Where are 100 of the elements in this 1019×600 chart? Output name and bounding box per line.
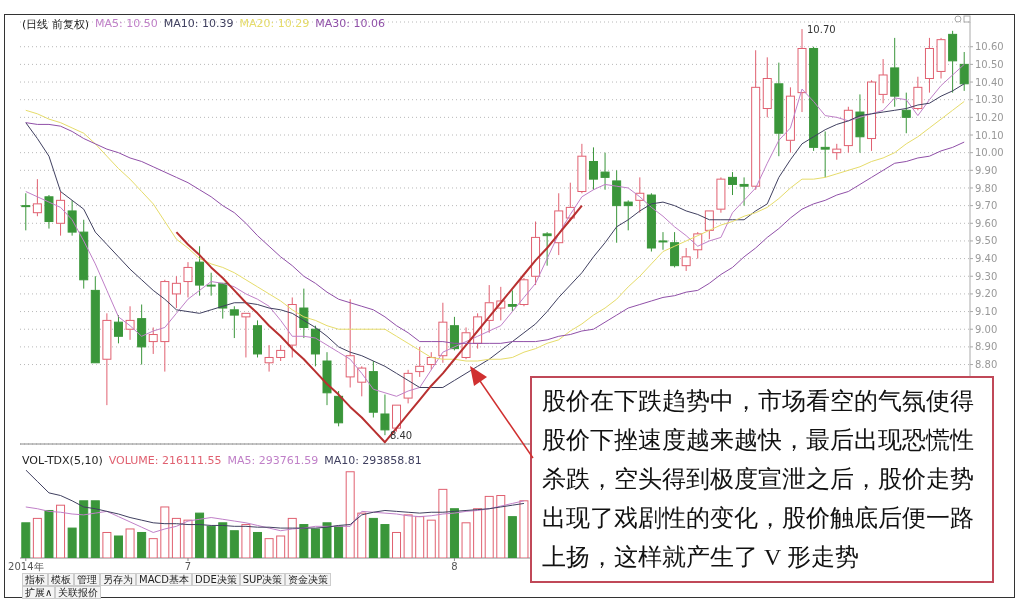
- bar: [368, 517, 378, 558]
- y-tick-label: 10.30: [975, 94, 1004, 106]
- candlestick: [913, 76, 923, 111]
- bar: [44, 509, 54, 558]
- bar: [449, 508, 459, 558]
- bar: [484, 495, 494, 558]
- candlestick: [542, 231, 552, 267]
- bar: [287, 517, 297, 558]
- bar: [415, 516, 425, 558]
- text: MA10: 10.39: [163, 17, 234, 32]
- bar: [299, 524, 309, 558]
- y-tick-label: 9.60: [975, 217, 998, 229]
- bar: [426, 519, 436, 558]
- candlestick: [728, 171, 737, 196]
- x-tick-label: 8: [451, 561, 458, 573]
- bar: [206, 525, 216, 558]
- bar: [148, 538, 158, 558]
- bar: [32, 517, 42, 558]
- candlestick: [79, 219, 89, 290]
- bar: [67, 527, 77, 558]
- text: MA10: 293858.81: [324, 454, 422, 467]
- y-tick-label: 8.80: [975, 359, 998, 371]
- candlestick: [438, 302, 448, 364]
- x-tick-label: 7: [184, 561, 192, 573]
- y-tick-label: 9.00: [975, 323, 998, 335]
- bar: [253, 531, 262, 558]
- candlestick: [600, 152, 610, 191]
- bar: [125, 528, 135, 558]
- y-tick-label: 9.10: [975, 306, 998, 318]
- y-tick-label: 10.20: [975, 111, 1004, 123]
- bar: [79, 500, 89, 558]
- text: SUP决策: [239, 573, 286, 586]
- annotation: 股价在下跌趋势中，市场看空的气氛使得股价下挫速度越来越快，最后出现恐慌性杀跌，空头得到极度宣泄之后，股价走势出现了戏剧性的变化，股价触底后便一路上扬，这样就产生了 V 形走势: [530, 376, 994, 583]
- text: MACD基本: [136, 573, 192, 586]
- candlestick: [102, 312, 112, 406]
- bar: [507, 516, 517, 558]
- y-tick-label: 10.60: [975, 41, 1004, 53]
- text: MA30: 10.06: [315, 17, 385, 32]
- bar: [438, 488, 448, 558]
- candlestick: [855, 93, 865, 154]
- bar: [113, 535, 123, 558]
- y-tick-label: 9.50: [975, 235, 998, 247]
- x-tick-label: 2014年: [8, 561, 44, 573]
- candlestick: [612, 169, 622, 244]
- text: 关联报价: [55, 586, 102, 599]
- candlestick: [21, 192, 31, 231]
- y-tick-label: 8.90: [975, 341, 998, 353]
- bar: [380, 524, 390, 558]
- candlestick: [67, 199, 77, 237]
- text: 扩展∧: [22, 586, 56, 599]
- bar: [183, 519, 193, 558]
- text: DDE决策: [191, 573, 240, 586]
- y-tick-label: 10.50: [975, 58, 1004, 70]
- chart-title: (日线 前复权): [22, 17, 90, 32]
- bar: [56, 504, 66, 558]
- bar: [322, 522, 332, 558]
- y-tick-label: 10.00: [975, 147, 1004, 159]
- y-tick-label: 10.10: [975, 129, 1004, 141]
- y-tick-label: 9.80: [975, 182, 998, 194]
- text: 资金决策: [285, 573, 332, 586]
- candlestick: [936, 37, 946, 79]
- y-tick-label: 9.40: [975, 253, 998, 265]
- bar: [137, 531, 147, 558]
- bar: [473, 508, 483, 558]
- y-tick-label: 10.40: [975, 76, 1004, 88]
- candlestick: [785, 86, 795, 154]
- bar: [229, 530, 239, 558]
- bar: [392, 531, 402, 558]
- candlestick: [924, 37, 934, 94]
- bar: [310, 528, 320, 558]
- bar: [496, 495, 506, 558]
- text: 指标: [22, 573, 48, 586]
- candlestick: [415, 346, 425, 378]
- candlestick: [739, 176, 749, 207]
- chart-title: VOL-TDX(5,10): [22, 454, 103, 467]
- bar: [461, 522, 471, 558]
- bar: [357, 512, 367, 558]
- annotation: 8.40: [389, 429, 413, 441]
- candlestick: [137, 304, 147, 366]
- bar: [345, 471, 355, 558]
- bar: [160, 506, 170, 558]
- text: VOLUME: 216111.55: [108, 454, 222, 467]
- bar: [334, 525, 344, 558]
- text: MA20: 10.29: [239, 17, 310, 32]
- bar: [403, 514, 413, 558]
- annotation: 10.70: [807, 23, 836, 35]
- bar: [218, 522, 228, 558]
- candlestick: [820, 130, 830, 178]
- bar: [21, 522, 31, 558]
- bar: [241, 524, 251, 558]
- text: 另存为: [100, 573, 136, 586]
- y-tick-label: 9.20: [975, 288, 998, 300]
- candlestick: [716, 176, 726, 214]
- text: MA5: 293761.59: [227, 454, 319, 467]
- candlestick: [878, 58, 888, 104]
- candlestick: [322, 351, 332, 406]
- candlestick: [171, 275, 181, 309]
- candlestick: [380, 394, 390, 436]
- candlestick: [183, 261, 193, 298]
- candlestick: [774, 62, 784, 157]
